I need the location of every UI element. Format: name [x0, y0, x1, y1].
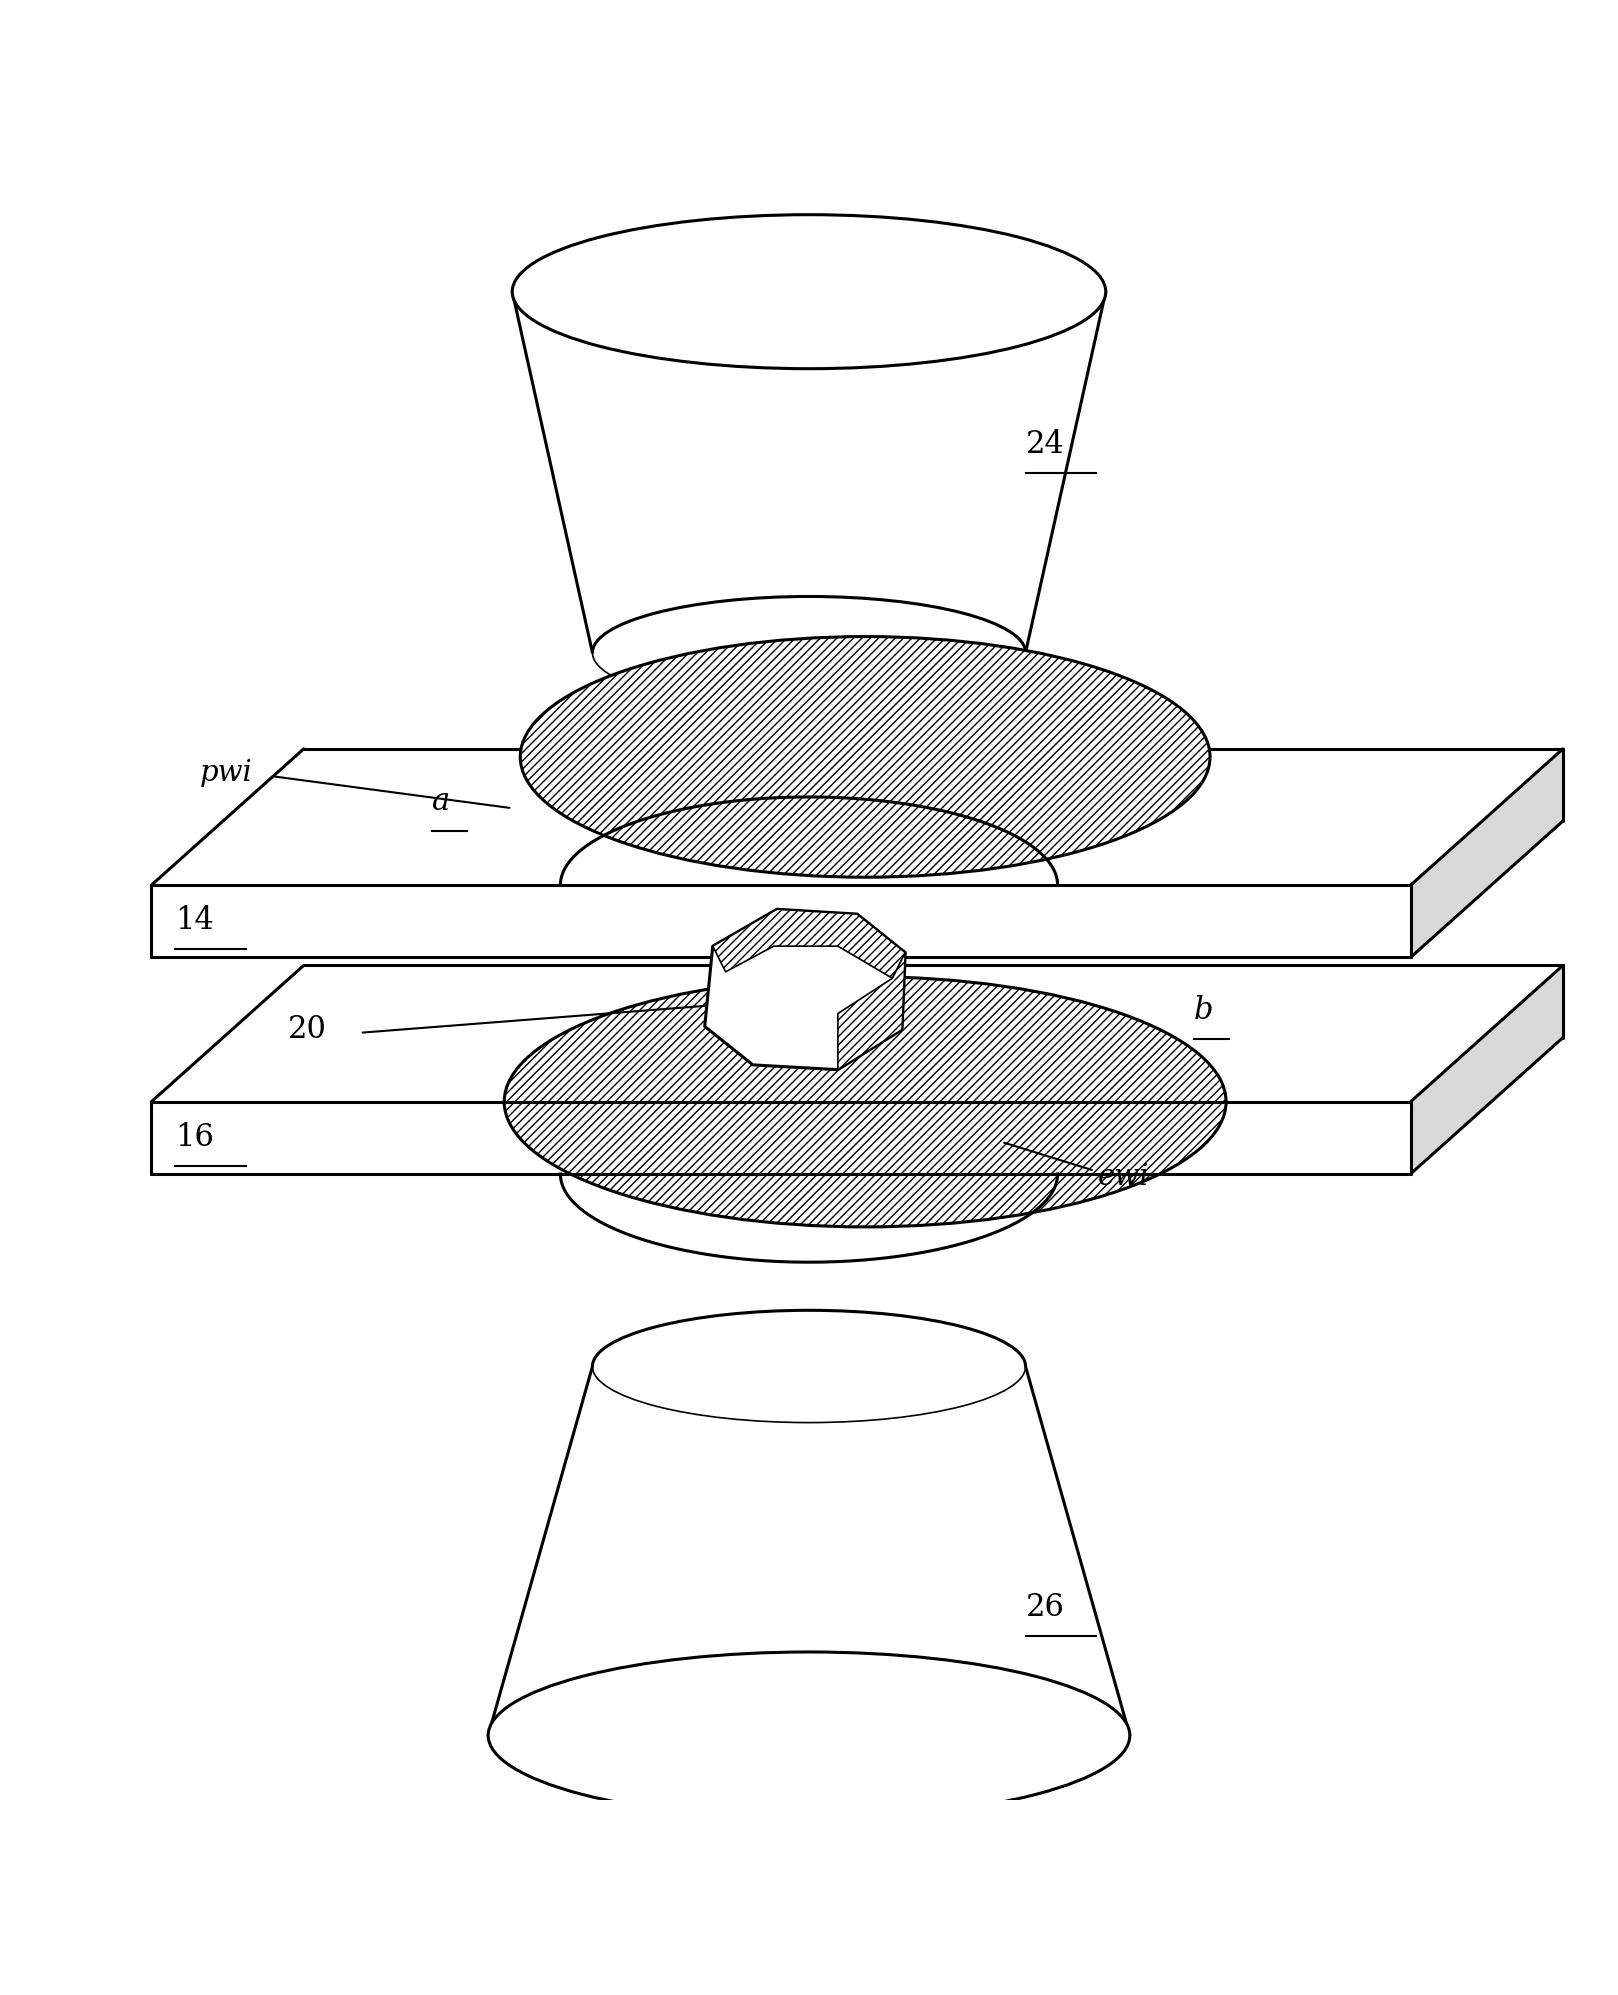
Polygon shape [1411, 748, 1563, 958]
Text: 24: 24 [1026, 429, 1065, 459]
Polygon shape [513, 291, 1105, 652]
Text: b: b [1194, 996, 1214, 1025]
Ellipse shape [513, 215, 1105, 369]
Polygon shape [152, 886, 1411, 958]
Polygon shape [152, 966, 1563, 1101]
Text: 16: 16 [175, 1121, 214, 1153]
Ellipse shape [489, 1652, 1129, 1819]
Text: 20: 20 [288, 1013, 327, 1045]
Text: 14: 14 [175, 906, 214, 936]
Polygon shape [152, 1101, 1411, 1173]
Polygon shape [838, 952, 904, 1069]
Text: ewi: ewi [1097, 1163, 1149, 1191]
Text: a: a [432, 786, 450, 818]
Text: 26: 26 [1026, 1592, 1065, 1622]
Ellipse shape [521, 636, 1210, 878]
Polygon shape [489, 1367, 1129, 1736]
Polygon shape [1411, 966, 1563, 1173]
Ellipse shape [505, 978, 1226, 1227]
Text: pwi: pwi [199, 758, 252, 786]
Polygon shape [705, 910, 904, 1069]
Polygon shape [152, 748, 1563, 886]
Polygon shape [714, 910, 904, 978]
